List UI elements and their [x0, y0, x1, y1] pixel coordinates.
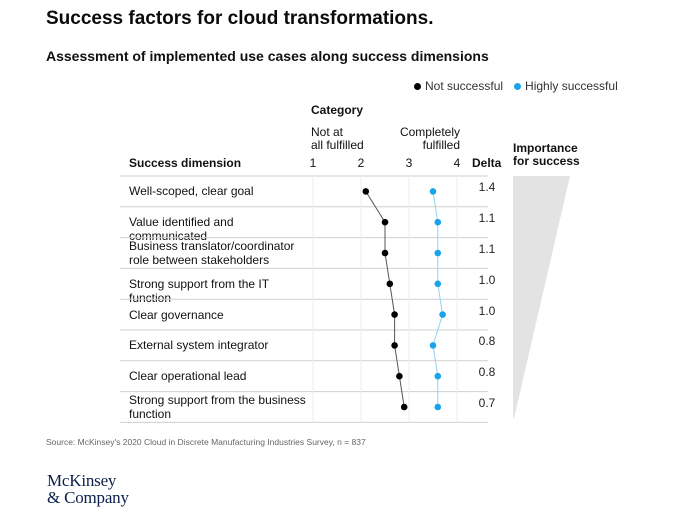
legend-item-highly-successful: Highly successful [514, 79, 618, 93]
delta-header: Delta [472, 156, 502, 170]
legend-label-highly-successful: Highly successful [525, 79, 618, 93]
highly-successful-point [434, 372, 442, 380]
completely-line2: fulfilled [422, 138, 460, 152]
delta-value: 1.0 [478, 303, 496, 318]
not-at-all-line1: Not at [311, 125, 344, 139]
legend-item-not-successful: Not successful [414, 79, 503, 93]
chart-subtitle: Assessment of implemented use cases alon… [46, 48, 489, 64]
x-tick-label: 4 [454, 156, 461, 170]
not-successful-point [391, 342, 398, 349]
not-successful-point [381, 249, 389, 257]
highly-successful-point [434, 218, 442, 226]
source-note: Source: McKinsey's 2020 Cloud in Discret… [46, 437, 366, 447]
delta-value: 0.8 [478, 365, 496, 380]
not-at-all-fulfilled-label: Not at all fulfilled [311, 126, 364, 152]
importance-line1: Importance [513, 141, 578, 155]
delta-value: 1.1 [478, 211, 496, 226]
dimension-label: Strong support from the IT function [129, 276, 269, 305]
not-successful-point [400, 403, 408, 411]
importance-line2: for success [513, 154, 580, 168]
x-tick-label: 1 [310, 156, 317, 170]
highly-successful-point [429, 188, 437, 195]
category-header: Category [311, 103, 364, 117]
completely-fulfilled-label: Completely fulfilled [392, 126, 460, 152]
legend-dot-highly-successful [514, 82, 522, 90]
delta-value: 1.4 [478, 180, 496, 195]
mckinsey-logo: McKinsey & Company [47, 472, 129, 506]
delta-value: 1.1 [478, 242, 496, 256]
logo-line2: & Company [47, 488, 129, 507]
legend: Not successful Highly successful [414, 79, 629, 93]
completely-line1: Completely [399, 125, 460, 139]
legend-label-not-successful: Not successful [425, 79, 504, 93]
not-successful-line [365, 191, 405, 408]
dimension-label: External system integrator [129, 338, 269, 353]
dimension-label: Clear operational lead [129, 369, 247, 384]
importance-wedge [513, 176, 570, 419]
not-at-all-line2: all fulfilled [311, 138, 364, 152]
highly-successful-point [439, 311, 446, 318]
importance-header: Importance for success [513, 142, 580, 168]
legend-dot-not-successful [414, 82, 421, 90]
highly-successful-line [432, 191, 444, 407]
dimension-label: Clear governance [129, 307, 224, 322]
not-successful-point [386, 280, 394, 288]
success-dimension-header: Success dimension [129, 156, 242, 170]
x-tick-label: 3 [406, 156, 413, 170]
dimension-label: Value identified and communicated [129, 215, 234, 244]
delta-value: 1.0 [478, 272, 496, 287]
highly-successful-point [434, 280, 442, 288]
highly-successful-point [434, 249, 442, 257]
not-successful-point [362, 188, 370, 195]
dimension-label: Well-scoped, clear goal [129, 184, 254, 199]
dimension-label: Business translator/coordinator role bet… [129, 239, 295, 267]
not-successful-point [391, 311, 398, 318]
not-successful-point [381, 218, 389, 226]
not-successful-point [396, 372, 403, 380]
dimension-label: Strong support from the business functio… [129, 393, 306, 421]
chart-title: Success factors for cloud transformation… [46, 8, 434, 29]
delta-value: 0.7 [478, 396, 496, 410]
highly-successful-point [434, 403, 442, 411]
x-tick-label: 2 [358, 156, 365, 170]
logo-line1: McKinsey [47, 471, 117, 490]
delta-value: 0.8 [478, 334, 496, 349]
highly-successful-point [429, 342, 437, 349]
